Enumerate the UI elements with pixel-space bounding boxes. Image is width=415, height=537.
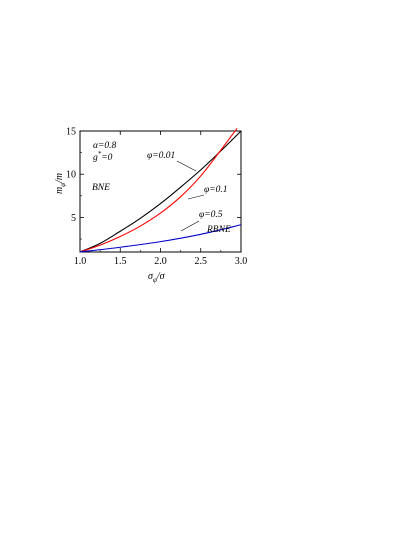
x-tick-label: 1.5 <box>114 256 127 267</box>
y-title-sub: φ <box>59 183 67 187</box>
x-tick-label: 2.0 <box>154 256 167 267</box>
y-title-main: m <box>54 187 65 194</box>
x-tick-label: 1.0 <box>74 256 87 267</box>
y-tick-label: 15 <box>66 127 76 138</box>
x-tick-label: 3.0 <box>235 256 248 267</box>
leader-phi-001 <box>176 160 197 172</box>
leader-phi-01 <box>187 194 205 200</box>
series-line-0 <box>79 130 242 253</box>
series-group <box>79 128 242 253</box>
y-axis-title: mφ/m <box>54 173 67 194</box>
x-axis-title: σφ/σ <box>148 271 166 284</box>
x-tick-label: 2.5 <box>195 256 208 267</box>
leader-phi-05 <box>180 220 200 232</box>
alpha-label: α=0.8 <box>93 141 117 151</box>
y-title-rest: /m <box>54 173 65 184</box>
g-star-sup: * <box>98 150 102 158</box>
series-line-1 <box>79 128 238 253</box>
rbne-label: RBNE <box>206 225 231 235</box>
g-star-main: g <box>93 153 98 163</box>
x-title-sub: φ <box>153 276 157 284</box>
x-title-rest: /σ <box>156 271 166 282</box>
bne-label: BNE <box>92 183 110 193</box>
g-star-label: g*=0 <box>93 150 113 163</box>
y-tick-label: 5 <box>71 213 76 224</box>
series-line-2 <box>79 224 242 253</box>
phi-01-label: φ=0.1 <box>204 185 228 195</box>
y-tick-label: 10 <box>66 170 76 181</box>
x-title-main: σ <box>148 271 154 282</box>
phi-05-label: φ=0.5 <box>199 210 223 220</box>
g-star-rest: =0 <box>101 153 112 163</box>
phi-001-label: φ=0.01 <box>147 151 175 161</box>
